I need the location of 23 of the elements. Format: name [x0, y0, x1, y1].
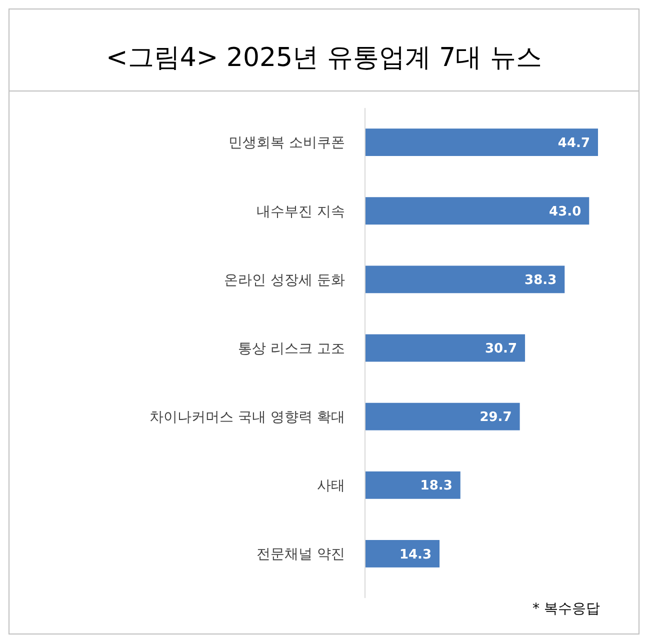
chart-title: <그림4> 2025년 유통업계 7대 뉴스 — [106, 43, 542, 73]
y-tick-label: 통상 리스크 고조 — [238, 340, 345, 357]
bar — [365, 197, 590, 225]
y-tick-label: 온라인 성장세 둔화 — [224, 272, 345, 288]
bar — [365, 540, 440, 568]
data-label: 38.3 — [524, 272, 557, 288]
bar — [365, 266, 565, 294]
data-label: 44.7 — [558, 136, 590, 151]
y-tick-label: 민생회복 소비쿠폰 — [228, 135, 345, 152]
data-label: 18.3 — [420, 478, 452, 494]
data-label: 29.7 — [480, 410, 512, 426]
bar — [365, 334, 526, 362]
y-tick-label: 사태 — [317, 478, 345, 494]
y-tick-label: 내수부진 지속 — [256, 204, 345, 220]
data-label: 14.3 — [399, 547, 432, 562]
y-tick-label: 전문채널 약진 — [256, 546, 345, 563]
y-tick-label: 차이나커머스 국내 영향력 확대 — [150, 409, 345, 426]
bar — [365, 402, 520, 430]
data-label: 43.0 — [549, 204, 582, 220]
text: * 복수응답 — [532, 601, 600, 617]
data-label: 30.7 — [484, 342, 518, 357]
bar — [365, 128, 598, 156]
bar — [365, 471, 460, 499]
